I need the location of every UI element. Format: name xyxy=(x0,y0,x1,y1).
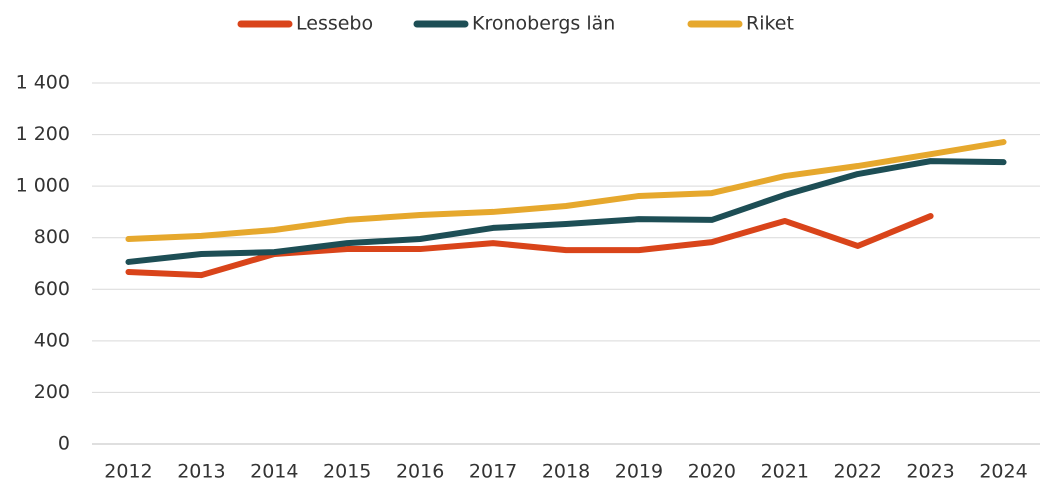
legend-label: Riket xyxy=(746,13,794,35)
series-line xyxy=(125,158,1007,265)
y-tick-label: 1 200 xyxy=(16,123,70,145)
x-tick-label: 2019 xyxy=(615,461,663,483)
y-tick-label: 1 400 xyxy=(16,72,70,94)
x-tick-label: 2015 xyxy=(323,461,371,483)
x-tick-label: 2023 xyxy=(906,461,954,483)
y-tick-label: 0 xyxy=(58,433,70,455)
x-tick-label: 2017 xyxy=(469,461,517,483)
y-tick-label: 200 xyxy=(34,381,70,403)
series-line xyxy=(125,139,1007,243)
x-tick-label: 2020 xyxy=(688,461,736,483)
x-tick-label: 2016 xyxy=(396,461,444,483)
series-line xyxy=(125,213,934,279)
legend-label: Kronobergs län xyxy=(472,13,615,35)
x-tick-label: 2014 xyxy=(250,461,298,483)
y-tick-label: 800 xyxy=(34,226,70,248)
x-tick-label: 2013 xyxy=(177,461,225,483)
x-tick-label: 2012 xyxy=(104,461,152,483)
y-tick-label: 400 xyxy=(34,329,70,351)
y-tick-label: 1 000 xyxy=(16,175,70,197)
x-tick-label: 2021 xyxy=(761,461,809,483)
x-tick-label: 2022 xyxy=(834,461,882,483)
x-tick-label: 2018 xyxy=(542,461,590,483)
x-tick-label: 2024 xyxy=(979,461,1027,483)
legend-label: Lessebo xyxy=(296,13,373,35)
y-tick-label: 600 xyxy=(34,278,70,300)
